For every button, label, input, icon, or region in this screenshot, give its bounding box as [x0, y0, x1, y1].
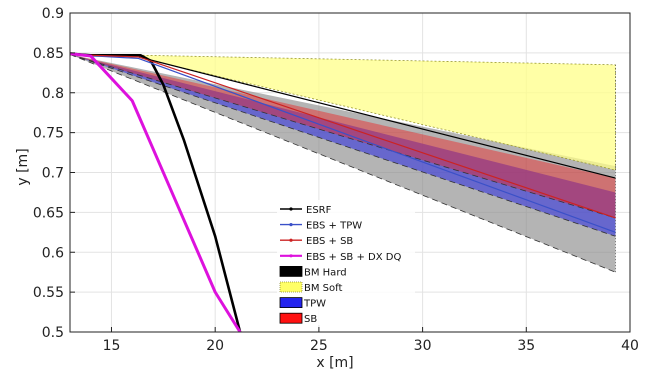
legend-label: EBS + SB [306, 236, 353, 247]
x-tick-label: 20 [206, 338, 224, 354]
y-tick-label: 0.5 [42, 325, 64, 341]
legend-swatch-box [279, 297, 303, 309]
legend-label: BM Hard [304, 267, 347, 278]
x-tick-label: 40 [621, 338, 639, 354]
band-layer [70, 54, 616, 273]
legend-label: EBS + SB + DX DQ [306, 252, 401, 263]
line-layer [70, 52, 616, 332]
legend-label: ESRF [306, 205, 332, 216]
legend-label: BM Soft [304, 283, 342, 294]
x-tick-label: 30 [414, 338, 432, 354]
legend-label: SB [304, 314, 317, 325]
y-axis-label: y [m] [15, 148, 31, 185]
y-tick-label: 0.7 [42, 166, 64, 182]
y-tick-label: 0.9 [42, 6, 64, 22]
series-line-3 [70, 52, 242, 332]
legend-swatch-box [279, 265, 303, 277]
y-tick-label: 0.55 [33, 285, 64, 301]
legend-marker [289, 223, 293, 227]
y-tick-label: 0.65 [33, 205, 64, 221]
legend-label: TPW [303, 299, 326, 310]
y-tick-label: 0.8 [42, 86, 64, 102]
legend-swatch-box [279, 281, 303, 293]
legend-label: EBS + TPW [306, 221, 362, 232]
legend-swatch-box [279, 312, 303, 324]
x-tick-label: 35 [517, 338, 535, 354]
legend-marker [289, 254, 293, 258]
x-tick-label: 15 [103, 338, 121, 354]
axis-layer: 15 20 25 30 35 40 0.5 0.55 0.6 0.65 0.7 0.75 0.8 0.85… [33, 6, 639, 354]
x-tick-label: 25 [310, 338, 328, 354]
legend-marker [289, 207, 293, 211]
band-lower-border [70, 54, 616, 273]
x-axis-label: x [m] [316, 355, 353, 371]
legend: ESRF EBS + TPW EBS + SB EBS + SB + DX DQ BM … [277, 200, 415, 325]
y-tick-label: 0.85 [33, 46, 64, 62]
band-lower-border [70, 54, 616, 237]
legend-marker [289, 238, 293, 242]
y-tick-label: 0.6 [42, 245, 64, 261]
series-line-2 [70, 53, 616, 219]
y-tick-label: 0.75 [33, 126, 64, 142]
